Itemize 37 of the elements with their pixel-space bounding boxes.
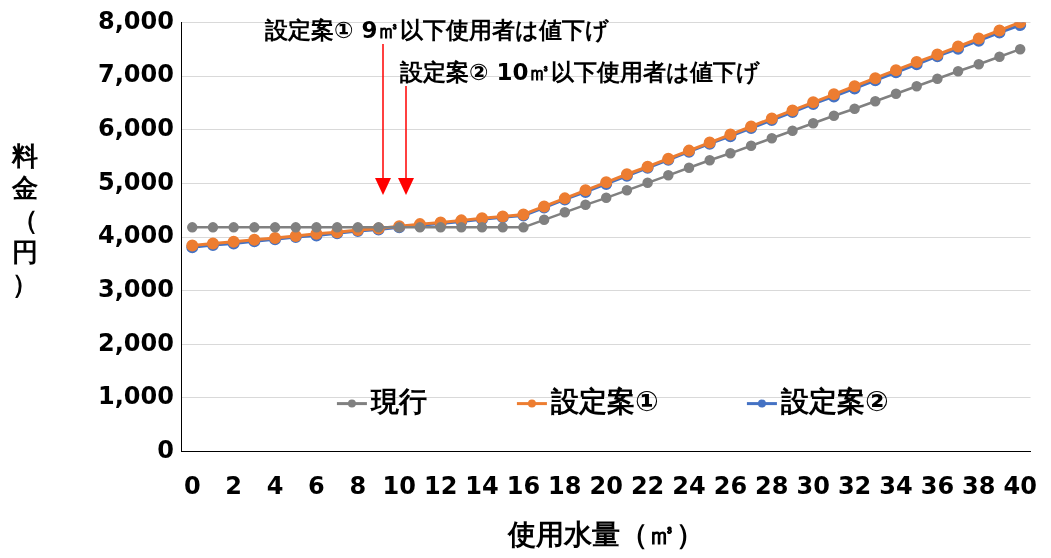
legend-label: 現行 <box>369 384 427 418</box>
x-tick-label: 20 <box>589 472 623 501</box>
y-axis-title: 料金（円） <box>10 140 39 300</box>
y-tick-label: 2,000 <box>97 328 174 357</box>
x-tick-label: 18 <box>548 472 582 501</box>
y-tick-label: 3,000 <box>97 274 174 303</box>
legend-label: 設定案① <box>549 384 659 418</box>
x-tick-label: 38 <box>962 472 996 501</box>
legend-label: 設定案② <box>779 384 889 418</box>
x-tick-label: 10 <box>382 472 416 501</box>
x-tick-label: 26 <box>713 472 748 501</box>
y-tick-label: 0 <box>157 435 174 464</box>
annotation: 設定案① 9㎥以下使用者は値下げ <box>264 17 611 43</box>
x-tick-label: 0 <box>183 472 201 501</box>
x-tick-label: 14 <box>465 472 499 501</box>
y-tick-label: 4,000 <box>97 221 174 250</box>
y-tick-label: 5,000 <box>97 167 174 196</box>
x-tick-label: 16 <box>506 472 541 501</box>
x-axis-title: 使用水量（㎥） <box>507 518 705 552</box>
x-tick-label: 30 <box>796 472 830 501</box>
x-tick-label: 12 <box>423 472 458 501</box>
x-tick-label: 8 <box>349 472 367 501</box>
y-tick-label: 8,000 <box>97 6 174 35</box>
x-tick-label: 24 <box>672 472 706 501</box>
x-tick-label: 36 <box>920 472 955 501</box>
x-tick-label: 34 <box>879 472 913 501</box>
x-tick-label: 6 <box>308 472 325 501</box>
y-tick-label: 7,000 <box>97 60 174 89</box>
annotation: 設定案② 10㎥以下使用者は値下げ <box>399 59 762 85</box>
y-tick-label: 1,000 <box>97 382 174 411</box>
x-tick-label: 22 <box>630 472 665 501</box>
y-tick-label: 6,000 <box>97 113 174 142</box>
x-tick-label: 28 <box>755 472 789 501</box>
x-tick-label: 32 <box>837 472 872 501</box>
x-tick-label: 4 <box>266 472 284 501</box>
x-tick-label: 2 <box>225 472 243 501</box>
x-tick-label: 40 <box>1003 472 1037 501</box>
